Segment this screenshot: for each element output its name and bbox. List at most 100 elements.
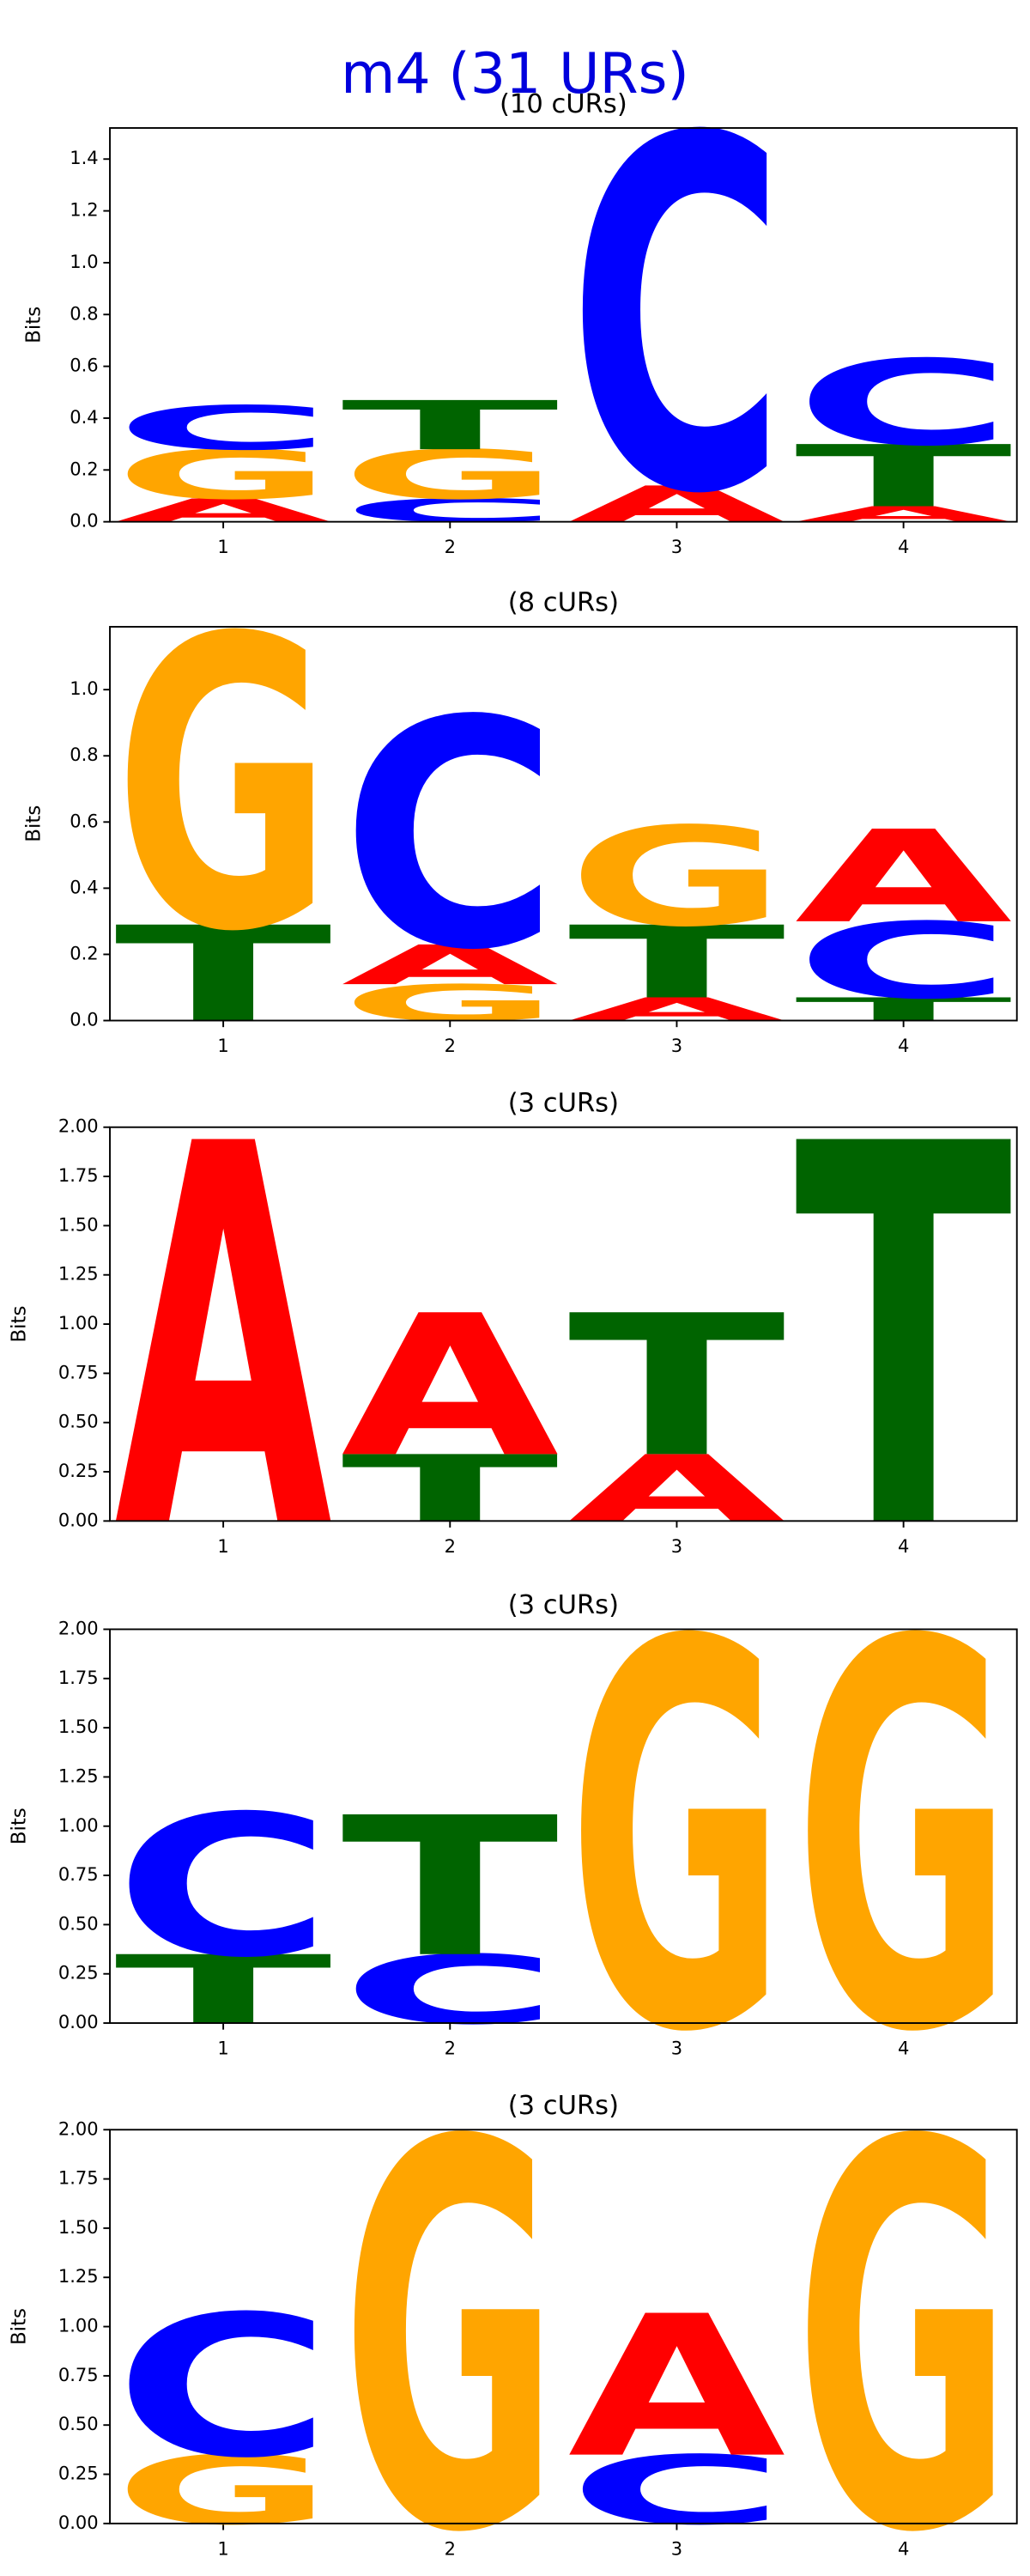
logo-letter: C — [341, 492, 559, 529]
y-tick-label: 1.25 — [58, 1263, 99, 1285]
x-tick-label: 4 — [898, 2537, 909, 2559]
y-tick-label: 0.8 — [70, 302, 98, 324]
y-tick-label: 0.6 — [70, 810, 98, 831]
logo-letter: G — [341, 975, 559, 1033]
logo-letter: A — [568, 2275, 786, 2501]
y-tick-label: 1.00 — [58, 2315, 99, 2336]
y-tick-label: 0.25 — [58, 1460, 99, 1481]
y-tick-label: 0.8 — [70, 744, 98, 765]
y-tick-label: 0.0 — [70, 510, 98, 532]
y-axis-label: Bits — [23, 307, 45, 343]
x-tick-label: 4 — [898, 1535, 909, 1557]
x-tick-label: 1 — [217, 536, 228, 557]
y-tick-label: 0.50 — [58, 1912, 99, 1934]
axes-frame — [109, 127, 1018, 523]
logo-letter: A — [568, 1436, 786, 1543]
axes-frame — [109, 2129, 1018, 2524]
x-tick-label: 3 — [671, 1535, 682, 1557]
logo-letter: A — [568, 476, 786, 533]
y-axis-label: Bits — [8, 2308, 30, 2345]
logo-letter: C — [795, 336, 1013, 472]
y-tick-label: 0.75 — [58, 2364, 99, 2385]
logo-letter: C — [341, 1935, 559, 2045]
logo-letter: C — [114, 2275, 332, 2501]
y-axis-label: Bits — [23, 805, 45, 842]
logo-letter: G — [114, 554, 332, 1019]
y-tick-label: 2.00 — [58, 2117, 99, 2139]
logo-letter: G — [114, 2435, 332, 2545]
logo-letter: G — [568, 1531, 786, 2148]
axes-frame — [109, 1126, 1018, 1522]
y-tick-label: 0.6 — [70, 355, 98, 376]
logo-letter: G — [341, 436, 559, 514]
y-axis-label: Bits — [8, 1306, 30, 1343]
x-tick-label: 2 — [445, 1535, 456, 1557]
logo-letter: A — [341, 933, 559, 997]
y-tick-label: 0.4 — [70, 406, 98, 428]
y-tick-label: 1.50 — [58, 1213, 99, 1235]
logo-letter: T — [568, 905, 786, 1021]
x-tick-label: 3 — [671, 2038, 682, 2059]
y-tick-label: 1.0 — [70, 251, 98, 272]
x-tick-label: 1 — [217, 2038, 228, 2059]
y-tick-label: 0.2 — [70, 942, 98, 963]
logo-letter: T — [341, 1777, 559, 2000]
y-axis-label: Bits — [8, 1807, 30, 1844]
logo-letter: A — [795, 502, 1013, 527]
x-tick-label: 2 — [445, 2038, 456, 2059]
x-tick-label: 4 — [898, 2038, 909, 2059]
y-tick-label: 2.00 — [58, 1617, 99, 1638]
logo-letter: C — [795, 900, 1013, 1022]
y-tick-label: 2.00 — [58, 1115, 99, 1137]
x-tick-label: 4 — [898, 1035, 909, 1056]
y-tick-label: 0.00 — [58, 2011, 99, 2032]
panel-title: (3 cURs) — [508, 2091, 619, 2121]
y-tick-label: 0.2 — [70, 458, 98, 479]
y-tick-label: 1.00 — [58, 1814, 99, 1836]
logo-letter: A — [568, 991, 786, 1028]
x-tick-label: 2 — [445, 1035, 456, 1056]
y-tick-label: 1.75 — [58, 1164, 99, 1186]
axes-frame — [109, 625, 1018, 1022]
y-tick-label: 0.25 — [58, 2463, 99, 2484]
y-tick-label: 0.00 — [58, 1509, 99, 1530]
y-tick-label: 0.50 — [58, 2413, 99, 2434]
y-tick-label: 1.0 — [70, 677, 98, 699]
logo-letter: T — [795, 991, 1013, 1028]
logo-letter: C — [114, 1775, 332, 2001]
logo-letter: C — [568, 2435, 786, 2545]
x-tick-label: 4 — [898, 536, 909, 557]
logo-letter: G — [568, 799, 786, 957]
logo-letter: T — [341, 1436, 559, 1543]
x-tick-label: 2 — [445, 2537, 456, 2559]
figure-title: m4 (31 URs) — [341, 42, 689, 106]
y-tick-label: 1.00 — [58, 1312, 99, 1334]
x-tick-label: 1 — [217, 1035, 228, 1056]
x-tick-label: 1 — [217, 1535, 228, 1557]
y-tick-label: 1.75 — [58, 1667, 99, 1688]
y-tick-label: 0.75 — [58, 1863, 99, 1885]
y-tick-label: 0.50 — [58, 1411, 99, 1432]
logo-letter: T — [795, 428, 1013, 526]
logo-letter: T — [114, 1935, 332, 2045]
x-tick-label: 1 — [217, 2537, 228, 2559]
x-tick-label: 2 — [445, 536, 456, 557]
logo-letter: G — [795, 1531, 1013, 2148]
panel-title: (10 cURs) — [500, 89, 627, 119]
y-tick-label: 1.75 — [58, 2167, 99, 2189]
y-tick-label: 1.2 — [70, 199, 98, 221]
y-tick-label: 0.00 — [58, 2512, 99, 2533]
logo-letter: G — [114, 436, 332, 514]
y-tick-label: 1.50 — [58, 1716, 99, 1737]
logo-letter: G — [341, 2032, 559, 2576]
y-tick-label: 0.0 — [70, 1009, 98, 1030]
logo-letter: C — [114, 393, 332, 464]
x-tick-label: 3 — [671, 536, 682, 557]
y-tick-label: 1.25 — [58, 2265, 99, 2287]
y-tick-label: 0.4 — [70, 876, 98, 897]
panel-title: (3 cURs) — [508, 1590, 619, 1620]
logo-letter: T — [795, 1035, 1015, 1645]
logo-letter: A — [114, 492, 332, 529]
logo-letter: A — [795, 804, 1013, 951]
